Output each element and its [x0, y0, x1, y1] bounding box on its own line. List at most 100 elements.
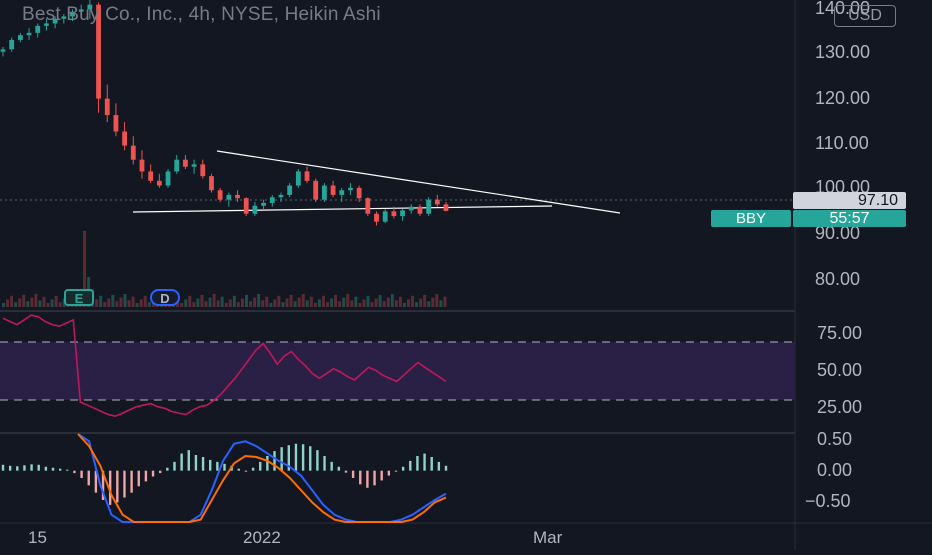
macd-histogram-bar — [430, 456, 433, 471]
volume-bar — [180, 303, 184, 307]
rsi-pane[interactable] — [2, 314, 447, 418]
volume-bar — [419, 298, 423, 307]
macd-histogram-bar — [273, 451, 276, 471]
candle-body — [200, 164, 206, 177]
macd-histogram-bar — [137, 470, 140, 487]
volume-bar — [38, 300, 42, 307]
volume-bar — [354, 296, 358, 307]
macd-histogram-bar — [387, 470, 391, 476]
macd-histogram-bar — [309, 446, 312, 471]
candle-body — [356, 187, 362, 199]
volume-bar — [115, 301, 119, 307]
macd-histogram-bar — [66, 469, 69, 471]
candle-body — [9, 39, 15, 50]
candle-body — [26, 32, 32, 36]
volume-bar — [95, 299, 99, 307]
candle-body — [70, 11, 75, 17]
macd-histogram-bar — [158, 470, 162, 474]
volume-bar — [253, 297, 257, 307]
macd-histogram-bar — [401, 466, 405, 471]
volume-bar — [147, 302, 151, 307]
macd-histogram-bar — [294, 443, 298, 471]
volume-bar — [212, 294, 216, 307]
macd-histogram-bar — [1, 464, 5, 471]
volume-bar — [411, 295, 415, 307]
price-tick-80: 80.00 — [815, 269, 860, 289]
macd-histogram-bar — [44, 466, 48, 471]
volume-bar — [362, 299, 366, 307]
volume-bar — [435, 294, 439, 307]
macd-histogram-bar — [266, 456, 269, 471]
candle-body — [348, 187, 353, 191]
macd-histogram-bar — [323, 456, 326, 471]
price-tick-120: 120.00 — [815, 88, 870, 108]
candles[interactable] — [0, 0, 449, 226]
candle-body — [408, 206, 414, 211]
candle-body — [209, 176, 214, 191]
candle-body — [313, 180, 319, 200]
volume-bar — [398, 296, 402, 307]
volume-bar — [394, 300, 398, 307]
volume-bar — [208, 297, 212, 307]
macd-histogram-bar — [180, 453, 183, 471]
volume-bar — [358, 303, 362, 307]
volume-bar — [26, 301, 30, 307]
trendline-lower[interactable] — [132, 205, 553, 213]
candle-body — [122, 131, 128, 146]
macd-histogram-bar — [416, 456, 419, 471]
volume-bar — [6, 299, 10, 307]
macd-histogram-bar — [337, 466, 341, 471]
macd-histogram-bar — [94, 470, 98, 493]
candle-body — [130, 145, 136, 160]
macd-histogram-bar — [151, 470, 155, 477]
volume-bar — [240, 298, 244, 307]
macd-histogram-bar — [166, 467, 169, 471]
earnings-event-badge[interactable]: E — [64, 289, 94, 306]
candle-body — [217, 190, 223, 200]
candle-body — [261, 202, 266, 206]
price-tick-110: 110.00 — [815, 133, 869, 153]
macd-histogram-bar — [409, 460, 412, 471]
macd-histogram-bar — [301, 444, 305, 471]
macd-histogram-bar — [316, 450, 319, 471]
volume-bar — [386, 297, 390, 307]
volume-bar — [119, 297, 123, 307]
trendline-upper[interactable] — [216, 150, 621, 214]
macd-histogram-bar — [373, 470, 376, 486]
candle-body — [330, 185, 336, 195]
macd-histogram-bar — [209, 459, 212, 471]
candle-body — [426, 199, 432, 214]
volume-bar — [257, 294, 261, 307]
volume-bar — [2, 303, 5, 307]
candle-body — [52, 18, 58, 24]
volume-bar — [407, 299, 410, 307]
candle-body — [87, 4, 93, 10]
volume-bar — [232, 295, 236, 307]
candle-body — [365, 198, 371, 214]
macd-histogram-bar — [366, 470, 369, 488]
volume-bar — [293, 301, 297, 307]
macd-histogram-bar — [37, 464, 40, 471]
macd-histogram-bar — [8, 465, 12, 471]
macd-histogram-bar — [144, 470, 148, 482]
volume-bar — [18, 298, 22, 307]
macd-histogram-bar — [23, 465, 26, 471]
dividend-event-badge[interactable]: D — [150, 289, 180, 306]
last-price-label: 97.10 — [793, 192, 906, 209]
volume-bar — [285, 298, 289, 307]
price-tick-130: 130.00 — [815, 42, 870, 62]
rsi-line — [2, 314, 447, 418]
macd-pane[interactable] — [1, 433, 448, 523]
volume-bar — [342, 297, 346, 307]
time-tick-2022: 2022 — [243, 528, 281, 547]
volume-bar — [350, 300, 354, 307]
currency-button[interactable]: USD — [834, 5, 896, 27]
volume-bar — [58, 302, 62, 307]
volume-bar — [334, 294, 338, 307]
volume-bar — [366, 295, 370, 307]
volume-bar — [196, 298, 200, 307]
chart-title: Best Buy Co., Inc., 4h, NYSE, Heikin Ash… — [22, 4, 381, 25]
candle-body — [174, 159, 180, 172]
